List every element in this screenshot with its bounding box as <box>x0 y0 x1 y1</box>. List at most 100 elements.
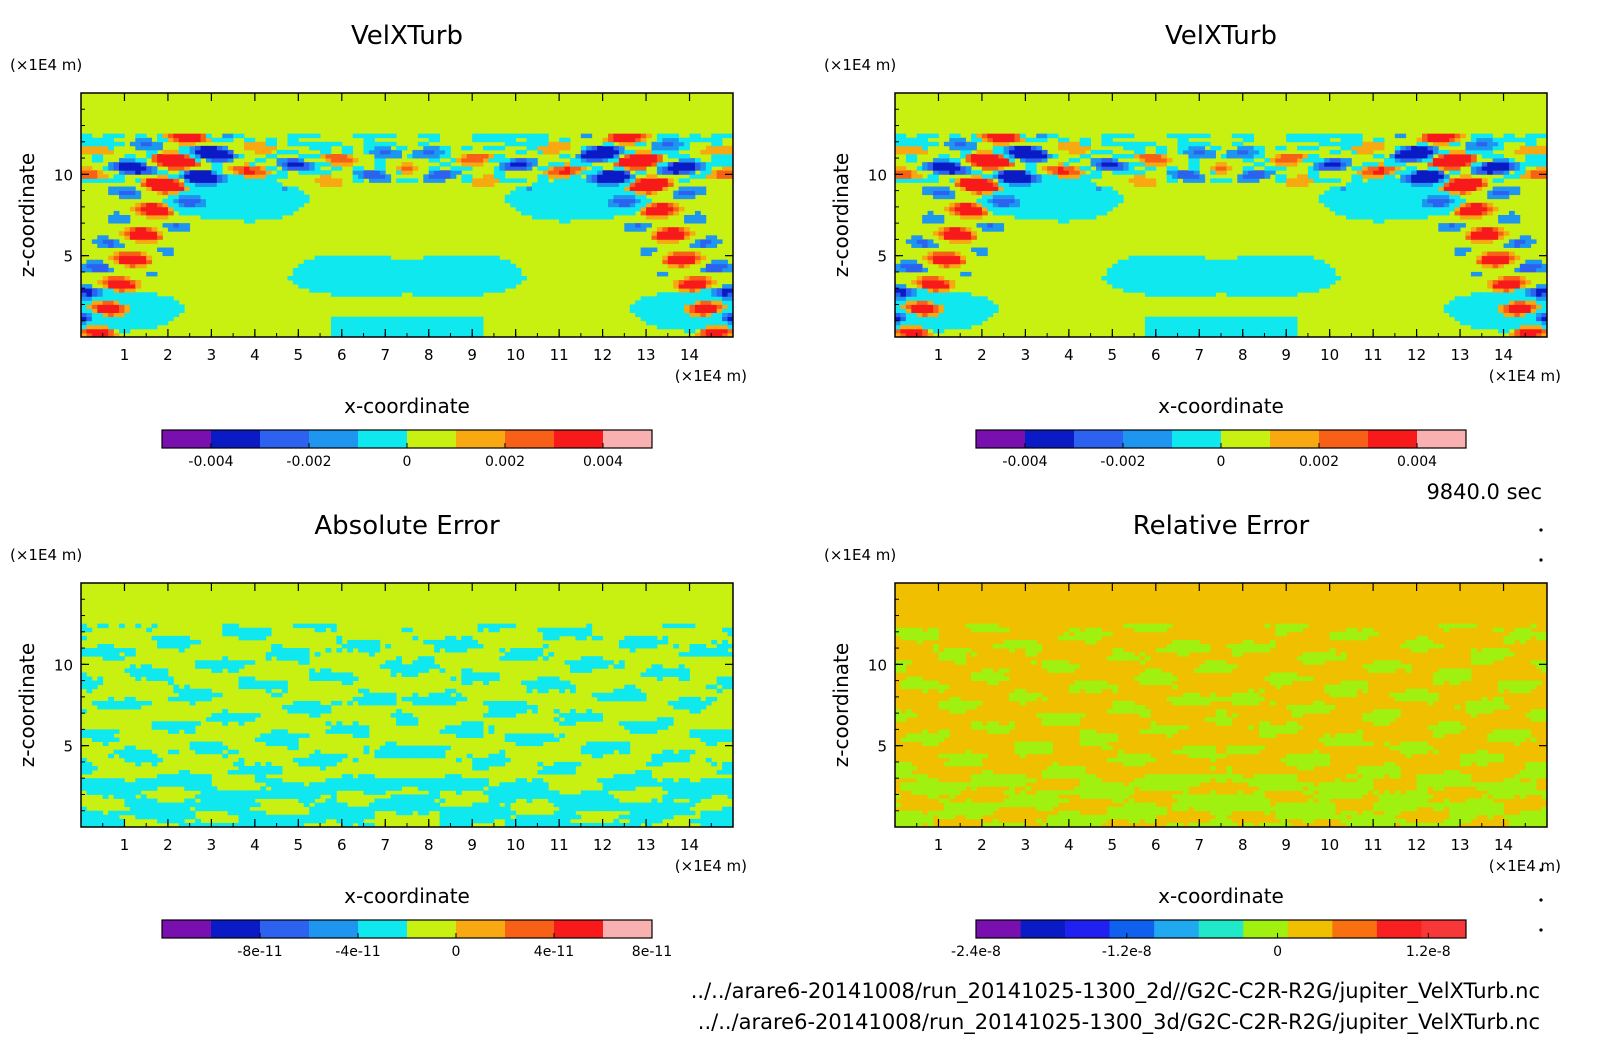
heatmap-cell <box>656 133 663 139</box>
heatmap-cell <box>445 259 451 265</box>
heatmap-cell <box>1302 263 1309 269</box>
heatmap-cell <box>1014 133 1021 139</box>
heatmap-cell <box>624 223 631 228</box>
heatmap-cell <box>466 324 473 330</box>
heatmap-cell <box>1106 280 1113 285</box>
heatmap-cell <box>336 182 343 187</box>
heatmap-cell <box>900 284 907 289</box>
heatmap-cell <box>244 219 250 224</box>
heatmap-cell <box>260 141 267 147</box>
heatmap-cell <box>526 194 533 200</box>
heatmap-cell <box>358 288 364 293</box>
heatmap-cell <box>1215 324 1222 330</box>
heatmap-cell <box>320 178 326 183</box>
heatmap-cell <box>1264 324 1271 330</box>
heatmap-cell <box>472 133 479 139</box>
heatmap-cell <box>575 166 582 171</box>
heatmap-cell <box>1378 219 1385 224</box>
heatmap-cell <box>238 154 245 159</box>
heatmap-cell <box>428 133 435 139</box>
heatmap-cell <box>922 255 928 261</box>
heatmap-cell <box>960 308 967 313</box>
heatmap-cell <box>1345 190 1352 196</box>
heatmap-cell <box>1182 145 1189 151</box>
heatmap-cell <box>292 149 299 155</box>
heatmap-cell <box>1449 170 1456 175</box>
heatmap-cell <box>998 190 1005 196</box>
heatmap-cell <box>1286 158 1293 163</box>
heatmap-cell <box>108 316 114 322</box>
heatmap-cell <box>1058 162 1064 167</box>
heatmap-cell <box>1286 276 1293 281</box>
heatmap-cell <box>933 312 939 318</box>
heatmap-cell <box>922 239 928 244</box>
heatmap-cell <box>1161 271 1168 277</box>
heatmap-cell <box>542 190 549 196</box>
heatmap-cell <box>374 332 381 337</box>
heatmap-cell <box>651 312 658 318</box>
heatmap-cell <box>559 178 565 183</box>
heatmap-cell <box>330 292 337 297</box>
heatmap-cell <box>119 174 125 179</box>
heatmap-cell <box>1400 145 1407 151</box>
heatmap-cell <box>276 210 283 216</box>
heatmap-cell <box>521 206 527 212</box>
heatmap-cell <box>352 170 359 175</box>
heatmap-cell <box>1177 145 1184 151</box>
heatmap-cell <box>1340 210 1347 216</box>
heatmap-cell <box>1237 320 1244 326</box>
heatmap-cell <box>943 288 950 293</box>
heatmap-cell <box>965 158 972 163</box>
heatmap-cell <box>151 312 158 318</box>
heatmap-cell <box>396 328 402 334</box>
heatmap-cell <box>195 149 201 155</box>
heatmap-cell <box>445 271 451 277</box>
heatmap-cell <box>700 174 707 179</box>
heatmap-cell <box>151 324 158 330</box>
heatmap-cell <box>113 174 120 179</box>
heatmap-cell <box>499 267 506 273</box>
heatmap-cell <box>1052 194 1059 200</box>
heatmap-cell <box>667 300 674 305</box>
heatmap-cell <box>570 190 576 196</box>
heatmap-cell <box>1242 170 1249 175</box>
heatmap-cell <box>943 231 950 236</box>
heatmap-cell <box>521 133 527 139</box>
heatmap-cell <box>905 137 912 143</box>
heatmap-cell <box>646 210 652 216</box>
heatmap-cell <box>911 267 918 273</box>
heatmap-cell <box>173 182 180 187</box>
heatmap-cell <box>1106 276 1113 281</box>
heatmap-cell <box>1470 227 1477 232</box>
heatmap-cell <box>1313 288 1320 293</box>
heatmap-cell <box>254 141 261 147</box>
heatmap-cell <box>553 190 560 196</box>
heatmap-cell <box>124 186 131 191</box>
heatmap-cell <box>1373 145 1379 151</box>
heatmap-cell <box>586 170 593 175</box>
heatmap-cell <box>347 255 354 261</box>
heatmap-cell <box>157 133 163 139</box>
heatmap-cell <box>510 194 517 200</box>
heatmap-cell <box>254 210 261 216</box>
heatmap-cell <box>135 280 142 285</box>
heatmap-cell <box>602 137 609 143</box>
heatmap-cell <box>515 149 522 155</box>
heatmap-cell <box>493 166 500 171</box>
heatmap-cell <box>943 292 950 297</box>
heatmap-cell <box>1481 259 1488 265</box>
heatmap-cell <box>965 227 972 232</box>
heatmap-cell <box>1210 170 1216 175</box>
heatmap-cell <box>1286 259 1293 265</box>
heatmap-cell <box>81 141 87 147</box>
heatmap-cell <box>933 190 939 196</box>
heatmap-cell <box>1041 210 1048 216</box>
heatmap-cell <box>358 316 364 322</box>
heatmap-cell <box>938 324 945 330</box>
heatmap-cell <box>1079 178 1086 183</box>
heatmap-cell <box>515 133 522 139</box>
heatmap-cell <box>608 215 614 220</box>
heatmap-cell <box>597 170 603 175</box>
heatmap-cell <box>635 162 642 167</box>
heatmap-cell <box>992 304 999 309</box>
